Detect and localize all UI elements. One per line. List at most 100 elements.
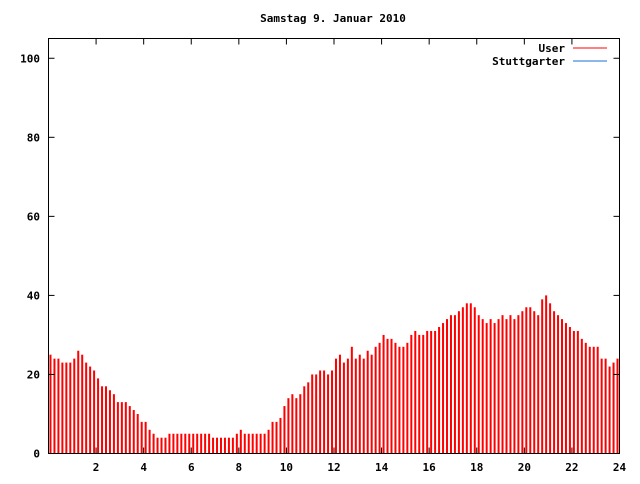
bar-user-10 [89,366,92,454]
bar-user-70 [327,374,330,454]
bar-user-99 [442,323,445,454]
bar-user-62 [295,398,298,454]
bar-user-93 [418,334,421,454]
bar-user-84 [382,334,385,454]
bar-user-138 [596,346,599,454]
bar-user-21 [132,410,135,454]
bar-user-129 [561,319,564,454]
bar-user-96 [430,330,433,454]
bar-user-78 [358,354,361,454]
y-tick-label: 100 [20,52,40,65]
bar-user-54 [263,433,266,454]
bar-user-103 [457,311,460,454]
bar-user-135 [584,342,587,454]
bar-user-44 [223,437,226,454]
bar-user-26 [152,433,155,454]
bar-user-50 [247,433,250,454]
bar-user-112 [493,323,496,454]
bar-user-12 [97,378,100,454]
bar-user-55 [267,429,270,454]
bar-user-52 [255,433,258,454]
x-tick-label: 16 [423,461,437,474]
bar-user-42 [216,437,219,454]
bar-user-97 [434,330,437,454]
bar-user-23 [140,421,143,454]
bar-user-58 [279,417,282,454]
bar-user-8 [81,354,84,454]
bar-user-67 [315,374,318,454]
bar-user-16 [112,394,115,454]
bar-user-82 [374,346,377,454]
bar-user-61 [291,394,294,454]
bar-user-24 [144,421,147,454]
bar-user-109 [481,319,484,454]
bars-group [49,295,619,454]
bar-user-115 [505,319,508,454]
bar-user-5 [69,362,72,454]
bar-user-86 [390,338,393,454]
bar-user-36 [192,433,195,454]
x-tick-label: 24 [613,461,627,474]
bar-user-142 [612,362,615,454]
bar-user-83 [378,342,381,454]
bar-user-134 [580,338,583,454]
bar-user-81 [370,354,373,454]
bar-user-28 [160,437,163,454]
bar-user-71 [331,370,334,454]
y-tick-label: 0 [33,448,40,461]
bar-user-106 [469,303,472,454]
bar-user-80 [366,350,369,454]
bar-user-63 [299,394,302,454]
bar-user-48 [239,429,242,454]
bar-user-9 [85,362,88,454]
bar-user-14 [104,386,107,454]
bar-user-39 [204,433,207,454]
bar-user-104 [461,307,464,454]
bar-user-73 [338,354,341,454]
x-tick-label: 2 [93,461,100,474]
x-tick-label: 12 [327,461,340,474]
bar-user-15 [108,390,111,454]
x-tick-label: 8 [236,461,243,474]
bar-user-56 [271,421,274,454]
y-tick-label: 80 [27,131,40,144]
bar-user-76 [350,346,353,454]
bar-user-6 [73,358,76,454]
bar-user-116 [509,315,512,454]
bar-user-87 [394,342,397,454]
bar-user-113 [497,319,500,454]
x-axis: 2 4 6 8 10 12 14 16 18 20 22 24 [93,38,627,474]
bar-user-133 [576,330,579,454]
bar-user-91 [410,334,413,454]
bar-user-0 [49,354,52,454]
bar-user-69 [323,370,326,454]
bar-user-140 [604,358,607,454]
bar-user-7 [77,350,80,454]
bar-user-131 [568,327,571,454]
bar-user-30 [168,433,171,454]
bar-user-25 [148,429,151,454]
bar-user-53 [259,433,262,454]
bar-user-34 [184,433,187,454]
bar-user-3 [61,362,64,454]
bar-user-51 [251,433,254,454]
bar-user-136 [588,346,591,454]
bar-user-139 [600,358,603,454]
bar-user-132 [572,330,575,454]
bar-user-46 [231,437,234,454]
bar-user-43 [219,437,222,454]
bar-user-77 [354,358,357,454]
bar-user-68 [319,370,322,454]
x-tick-label: 20 [518,461,531,474]
bar-user-102 [453,315,456,454]
bar-user-4 [65,362,68,454]
bar-user-130 [564,323,567,454]
bar-user-72 [334,358,337,454]
bar-user-122 [533,311,536,454]
bar-user-110 [485,323,488,454]
bar-user-125 [545,295,548,454]
bar-user-32 [176,433,179,454]
bar-user-143 [616,358,619,454]
bar-user-105 [465,303,468,454]
legend-label-user: User [539,42,566,55]
